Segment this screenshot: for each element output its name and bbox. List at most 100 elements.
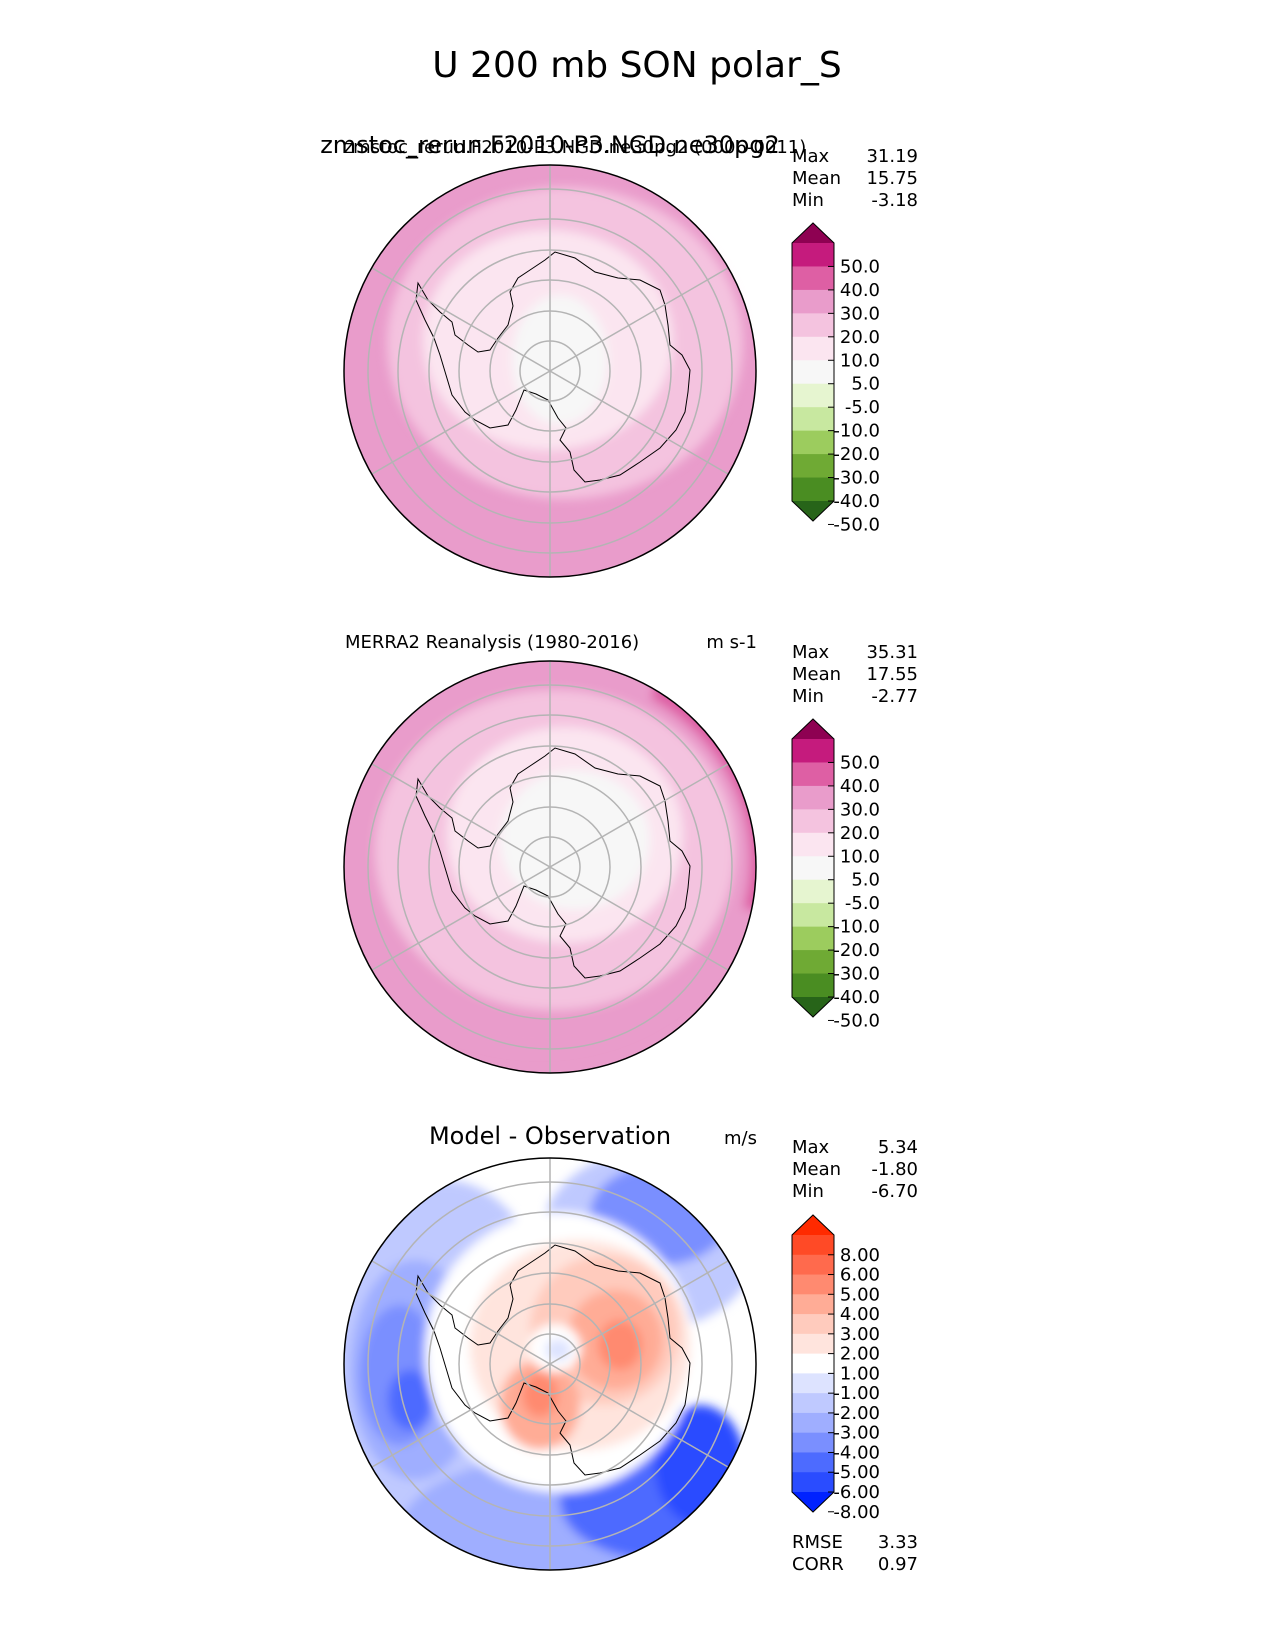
colorbar-tick-label: -10.0 <box>833 917 880 938</box>
colorbar-swatch <box>792 1393 834 1414</box>
colorbar-swatch <box>792 1412 834 1434</box>
colorbar-tick-label: -50.0 <box>833 514 880 535</box>
colorbar-obs: 50.0 40.030.0 20.010.0 5.0-5.0 -10.0-20.0 -30… <box>791 718 880 1031</box>
colorbar-tick-label: -5.0 <box>845 893 880 914</box>
colorbar-tick-label: -10.0 <box>833 421 880 442</box>
colorbar-swatch <box>792 1472 834 1493</box>
stat-label-min: Min <box>792 1181 824 1202</box>
colorbar-tick-label: -3.00 <box>833 1423 880 1444</box>
colorbar-swatch <box>792 1235 834 1256</box>
panel-diff-title: Model - Observation <box>429 1122 671 1150</box>
colorbar-tick-label: -40.0 <box>833 987 880 1008</box>
colorbar-tick-label: 5.0 <box>851 870 880 891</box>
stat-label-mean: Mean <box>792 664 841 685</box>
wind-diff-contours <box>344 1158 756 1570</box>
stat-value-min: -3.18 <box>871 190 918 211</box>
colorbar-model: 50.0 40.030.0 20.010.0 5.0-5.0 -10.0-20.0 -30… <box>791 222 880 535</box>
graticule <box>367 1158 733 1570</box>
colorbar-tick-label: 40.0 <box>840 280 880 301</box>
colorbar-tick-label: 30.0 <box>840 799 880 820</box>
colorbar-tick-label: -30.0 <box>833 964 880 985</box>
stat-label-mean: Mean <box>792 1159 841 1180</box>
map-boundary <box>343 660 757 1074</box>
colorbar-swatch <box>792 762 834 787</box>
colorbar-tick-label: -4.00 <box>833 1442 880 1463</box>
colorbar-swatch <box>792 266 834 291</box>
stat-value-mean: 17.55 <box>866 664 918 685</box>
colorbar-tick-label: -8.00 <box>833 1502 880 1523</box>
contour-pos-3-w <box>522 1373 558 1417</box>
contour-neg-5 <box>388 1370 432 1430</box>
graticule <box>367 661 733 1073</box>
colorbar-swatch <box>792 430 834 455</box>
colorbar-extend-min <box>792 1492 834 1512</box>
colorbar-swatch <box>792 477 834 502</box>
colorbar-tick-label: -20.0 <box>833 940 880 961</box>
colorbar-extend-max <box>792 1215 834 1235</box>
colorbar-swatch <box>792 336 834 361</box>
colorbar-swatch <box>792 1333 834 1355</box>
colorbar-tick-label: -1.00 <box>833 1383 880 1404</box>
colorbar-tick-label: 10.0 <box>840 846 880 867</box>
polar-map <box>343 164 757 578</box>
stat-value-max: 5.34 <box>878 1137 918 1158</box>
colorbar-tick-label: 3.00 <box>840 1324 880 1345</box>
colorbar-swatch <box>792 383 834 408</box>
contour-neg-1-core <box>545 1339 571 1361</box>
colorbar-swatch <box>792 785 834 810</box>
colorbar-tick-label: 30.0 <box>840 303 880 324</box>
panel-diff-units: m/s <box>724 1128 757 1149</box>
colorbar-swatch <box>792 856 834 881</box>
panel-diff-stats: Max 5.34 Mean -1.80 Min -6.70 <box>792 1137 918 1202</box>
stat-value-max: 35.31 <box>866 642 918 663</box>
coastline-antarctica <box>415 747 691 979</box>
metric-label-rmse: RMSE <box>792 1532 843 1553</box>
stat-value-mean: -1.80 <box>871 1159 918 1180</box>
polar-map <box>343 1157 757 1571</box>
panel-model-stats: Max 31.19 Mean 15.75 Min -3.18 <box>792 146 918 211</box>
colorbar-swatch <box>792 454 834 479</box>
colorbar-swatch <box>792 1452 834 1473</box>
colorbar-tick-label: 10.0 <box>840 350 880 371</box>
colorbar-tick-label: -2.00 <box>833 1403 880 1424</box>
colorbar-tick-label: -5.0 <box>845 397 880 418</box>
contour-band-5 <box>512 295 608 425</box>
stat-value-max: 31.19 <box>866 146 918 167</box>
panel-model-title-large: zmstoc_rerun.F2010-P3.NGD.ne30pg2 <box>320 131 780 159</box>
metric-label-corr: CORR <box>792 1554 844 1575</box>
stat-value-mean: 15.75 <box>866 168 918 189</box>
colorbar-swatch <box>792 289 834 314</box>
panel-obs: MERRA2 Reanalysis (1980-2016) m s-1 Max … <box>343 632 918 1074</box>
stat-label-max: Max <box>792 1137 830 1158</box>
panel-obs-stats: Max 35.31 Mean 17.55 Min -2.77 <box>792 642 918 707</box>
colorbar-tick-label: 8.00 <box>840 1245 880 1266</box>
graticule <box>367 165 733 577</box>
stat-label-min: Min <box>792 686 824 707</box>
colorbar-tick-label: 1.00 <box>840 1363 880 1384</box>
panel-obs-title: MERRA2 Reanalysis (1980-2016) <box>345 632 639 653</box>
stat-label-min: Min <box>792 190 824 211</box>
stat-value-min: -6.70 <box>871 1181 918 1202</box>
stat-value-min: -2.77 <box>871 686 918 707</box>
metric-value-corr: 0.97 <box>878 1554 918 1575</box>
map-boundary <box>343 164 757 578</box>
colorbar-swatch <box>792 879 834 904</box>
colorbar-tick-label: 50.0 <box>840 256 880 277</box>
colorbar-tick-label: 20.0 <box>840 327 880 348</box>
colorbar-tick-label: 5.0 <box>851 374 880 395</box>
colorbar-swatch <box>792 1373 834 1394</box>
colorbar-swatch <box>792 1353 834 1374</box>
colorbar-tick-label: 20.0 <box>840 823 880 844</box>
colorbar-swatch <box>792 1274 834 1295</box>
colorbar-swatch <box>792 903 834 928</box>
colorbar-extend-min <box>792 501 834 521</box>
colorbar-tick-label: 2.00 <box>840 1344 880 1365</box>
colorbar-tick-label: 50.0 <box>840 752 880 773</box>
coastline-antarctica <box>415 251 691 483</box>
colorbar-swatch <box>792 1314 834 1335</box>
colorbar-tick-label: -5.00 <box>833 1462 880 1483</box>
colorbar-tick-label: 40.0 <box>840 776 880 797</box>
stat-label-max: Max <box>792 642 830 663</box>
colorbar-tick-label: -50.0 <box>833 1010 880 1031</box>
